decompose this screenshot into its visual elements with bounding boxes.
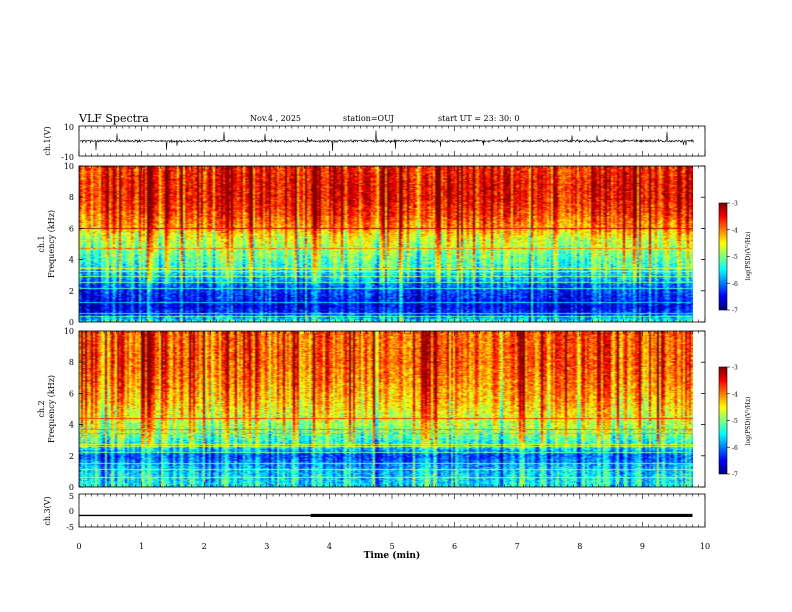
time-tick-label: 2 [202,542,207,551]
time-axis: 0 1 2 3 4 5 6 7 8 9 10 Time (min) [76,126,710,561]
ch1-colorbar-image [719,203,727,310]
time-tick-label: 3 [264,542,269,551]
cbar1-tick-label: -3 [732,201,738,208]
time-tick-label: 0 [76,542,81,551]
time-tick-label: 10 [700,542,710,551]
spec1-ytick-label: 4 [69,256,74,265]
time-tick-label: 8 [577,542,582,551]
ch2-ylabel-channel: ch.2 [37,400,46,417]
ch2-ylabel-frequency: Frequency (kHz) [47,375,56,443]
ch1-colorbar: -3 -4 -5 -6 -7 log(PSD)(V²/Hz) [718,201,752,315]
cbar2-tick-label: -4 [732,391,738,398]
ch3-signal-panel: 5 0 -5 ch.3(V) [43,492,706,532]
ch1-ylabel: ch.1(V) [43,126,52,155]
ch2-colorbar: -3 -4 -5 -6 -7 log(PSD)(V²/Hz) [718,365,752,479]
spec1-ytick-label: 10 [64,162,74,171]
time-tick-label: 6 [452,542,457,551]
ch1-spectrogram-panel: 0 2 4 6 8 10 ch.1 Frequency (kHz) [37,162,706,327]
time-tick-label: 9 [640,542,645,551]
ch1-spectrogram-image [79,166,693,322]
cbar1-tick-label: -4 [732,227,738,234]
spec2-ytick-label: 6 [69,389,74,398]
station-label: station=OUJ [343,114,394,123]
ch3-ytick-middle: 0 [69,507,74,516]
date-label: Nov.4 , 2025 [250,114,302,123]
spec2-ytick-label: 0 [69,483,74,492]
spec2-ytick-label: 2 [69,452,74,461]
ch1-ylabel-channel: ch.1 [37,235,46,252]
ch3-ytick-bottom: -5 [66,523,74,532]
spec2-ytick-label: 4 [69,421,74,430]
spec2-ytick-label: 10 [64,327,74,336]
start-ut-label: start UT = 23: 30: 0 [438,114,520,123]
time-tick-label: 4 [327,542,332,551]
cbar1-tick-label: -6 [732,281,738,288]
ch1-ylabel-frequency: Frequency (kHz) [47,210,56,278]
time-tick-label: 1 [139,542,144,551]
cbar2-tick-label: -7 [732,472,738,479]
cbar2-tick-label: -6 [732,445,738,452]
spec1-ytick-label: 0 [69,318,74,327]
time-axis-label: Time (min) [364,550,421,561]
ch3-ylabel: ch.3(V) [43,496,52,525]
cbar1-tick-label: -7 [732,308,738,315]
cbar2-tick-label: -5 [732,418,738,425]
cbar2-tick-label: -3 [732,365,738,372]
ch3-ytick-top: 5 [69,492,74,501]
ch1-waveform-panel: 10 -10 ch.1(V) [43,123,706,162]
spec1-ytick-label: 8 [69,193,74,202]
cbar1-tick-label: -5 [732,254,738,261]
ch2-colorbar-label: log(PSD)(V²/Hz) [745,397,752,446]
time-tick-label: 7 [515,542,520,551]
spec1-ytick-label: 6 [69,224,74,233]
ch1-colorbar-label: log(PSD)(V²/Hz) [745,232,752,281]
ch2-spectrogram-image [79,331,693,487]
ch1-ytick-top: 10 [64,123,74,132]
time-tick-label: 5 [389,542,394,551]
ch2-spectrogram-panel: 0 2 4 6 8 10 ch.2 Frequency (kHz) [37,327,706,492]
spec1-ytick-label: 2 [69,287,74,296]
spec2-ytick-label: 8 [69,358,74,367]
ch1-ytick-bottom: -10 [61,153,74,162]
ch2-colorbar-image [719,367,727,474]
ch1-trace-line [79,130,694,152]
figure-title: VLF Spectra [79,112,149,125]
